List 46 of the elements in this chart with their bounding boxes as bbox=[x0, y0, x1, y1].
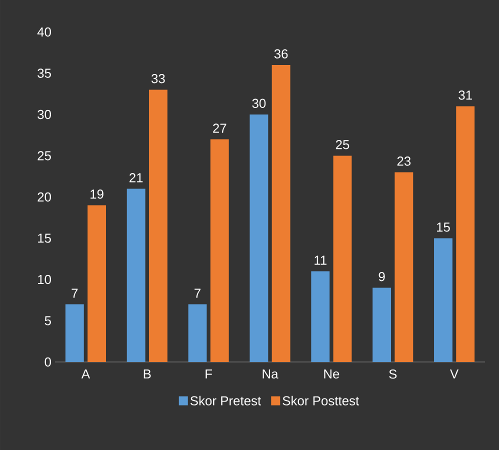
data-label: 25 bbox=[336, 140, 350, 150]
bar bbox=[434, 238, 452, 362]
data-label: 30 bbox=[252, 98, 266, 108]
bar bbox=[372, 288, 392, 362]
bar bbox=[65, 304, 84, 362]
bar bbox=[188, 304, 207, 362]
data-label: 19 bbox=[90, 190, 104, 199]
data-label: 21 bbox=[130, 173, 143, 182]
data-label: 9 bbox=[378, 272, 385, 282]
data-label: 31 bbox=[458, 90, 472, 100]
x-tick-label: Ne bbox=[324, 370, 340, 379]
x-tick-label: F bbox=[206, 370, 212, 378]
y-tick-label: 40 bbox=[37, 27, 51, 37]
data-label: 15 bbox=[437, 222, 450, 232]
x-tick-label: S bbox=[389, 370, 397, 379]
legend-label: Skor Pretest bbox=[190, 396, 262, 406]
data-label: 23 bbox=[397, 156, 411, 166]
data-label: 33 bbox=[152, 74, 165, 84]
bar bbox=[250, 114, 268, 362]
bar bbox=[311, 271, 330, 362]
x-tick-label: V bbox=[450, 370, 459, 378]
y-tick-label: 5 bbox=[44, 316, 51, 326]
bar bbox=[456, 106, 475, 362]
y-tick-label: 15 bbox=[38, 234, 51, 243]
bar bbox=[272, 64, 290, 362]
y-tick-label: 35 bbox=[38, 68, 51, 78]
bar bbox=[126, 188, 146, 362]
x-tick-label: Na bbox=[262, 370, 278, 379]
y-tick-label: 30 bbox=[38, 110, 51, 120]
data-label: 36 bbox=[274, 49, 288, 58]
bar bbox=[210, 139, 229, 362]
data-label: 11 bbox=[314, 256, 326, 265]
y-tick-label: 0 bbox=[44, 357, 51, 367]
data-label: 7 bbox=[72, 288, 78, 298]
data-label: 27 bbox=[213, 124, 226, 133]
bar bbox=[148, 90, 168, 362]
legend-label: Skor Posttest bbox=[282, 396, 360, 406]
y-tick-label: 25 bbox=[38, 151, 51, 160]
x-tick-label: B bbox=[144, 370, 151, 378]
bar bbox=[333, 156, 352, 362]
bar bbox=[88, 205, 106, 362]
data-label: 7 bbox=[194, 288, 200, 298]
x-tick-label: A bbox=[81, 370, 90, 378]
bar bbox=[394, 172, 414, 362]
y-tick-label: 20 bbox=[38, 192, 51, 202]
y-tick-label: 10 bbox=[38, 274, 51, 284]
